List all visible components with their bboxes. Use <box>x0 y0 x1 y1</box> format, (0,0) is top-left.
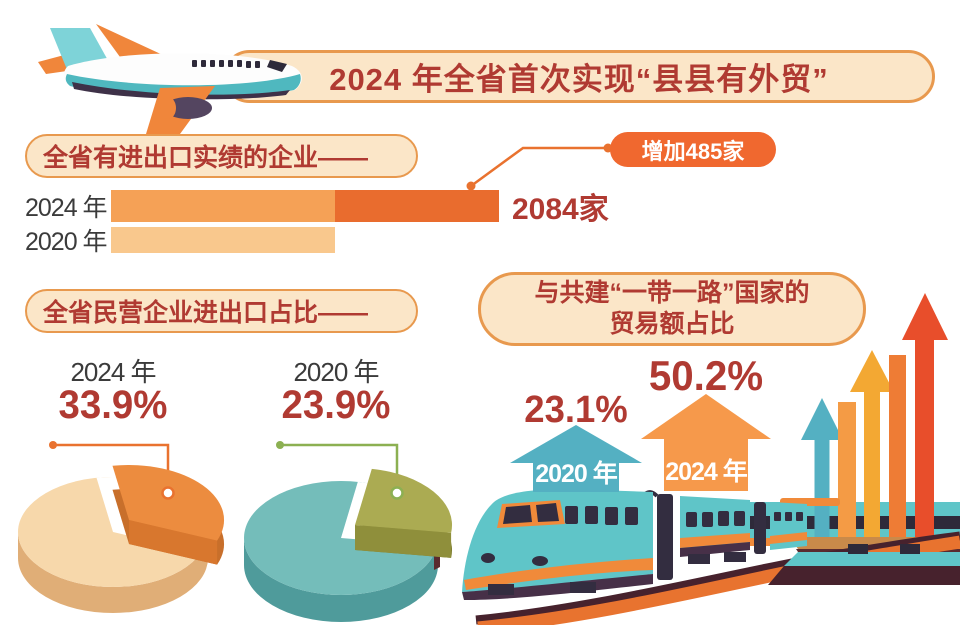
arrow-year-label: 2024 年 <box>665 458 748 486</box>
train-icon <box>462 489 960 625</box>
increase-badge-text: 增加485家 <box>641 138 745 164</box>
belt-road-2024-percent: 50.2% <box>648 352 764 399</box>
section3-label-box: 与共建“一带一路”国家的 贸易额占比 <box>478 272 866 346</box>
bar-row-2020: 2020 年 <box>25 227 335 256</box>
growth-arrow-2024: 2024 年 <box>641 394 771 491</box>
pie-chart-2020 <box>244 441 453 622</box>
section3-label-line1: 与共建“一带一路”国家的 <box>534 279 810 307</box>
section2-label-text: 全省民营企业进出口占比—— <box>43 299 369 327</box>
arrow-year-label: 2020 年 <box>535 460 618 488</box>
badge-connector-line <box>466 143 613 191</box>
airplane-icon <box>38 24 302 134</box>
section1-label-text: 全省有进出口实绩的企业—— <box>43 144 369 172</box>
arrow-head <box>510 425 642 463</box>
bar-year-label: 2020 年 <box>25 228 108 256</box>
bar-2024-increase-segment <box>335 190 499 222</box>
section3-label-line2: 贸易额占比 <box>609 310 735 338</box>
arrow-shaft: 2024 年 <box>664 439 748 491</box>
section1-label: 全省有进出口实绩的企业—— <box>25 134 418 178</box>
bar-2020 <box>111 227 335 253</box>
arrow-shaft: 2020 年 <box>533 460 619 492</box>
bar-2020-segment <box>111 227 335 253</box>
bar-row-2024: 2024 年 2084家 <box>25 190 609 226</box>
pie-2020-year: 2020 年 <box>293 357 379 387</box>
arrow-head <box>641 394 771 439</box>
pie-2020-percent: 23.9% <box>281 383 391 427</box>
increase-badge: 增加485家 <box>610 132 776 167</box>
section2-label: 全省民营企业进出口占比—— <box>25 289 418 333</box>
bar-year-label: 2024 年 <box>25 194 108 222</box>
growth-arrow-2020: 2020 年 <box>510 425 642 492</box>
bar-2024-value: 2084家 <box>512 193 609 226</box>
growth-bars-icon <box>801 293 948 545</box>
bar-2024-base-segment <box>111 190 335 222</box>
pie-chart-2024 <box>18 441 225 613</box>
pie-2024-year: 2024 年 <box>70 357 156 387</box>
belt-road-2020-percent: 23.1% <box>524 389 628 431</box>
title-banner: 2024 年全省首次实现“县县有外贸” <box>223 50 935 103</box>
pie-2024-percent: 33.9% <box>58 383 168 427</box>
bar-2024 <box>111 190 499 222</box>
page-title: 2024 年全省首次实现“县县有外贸” <box>329 62 829 97</box>
